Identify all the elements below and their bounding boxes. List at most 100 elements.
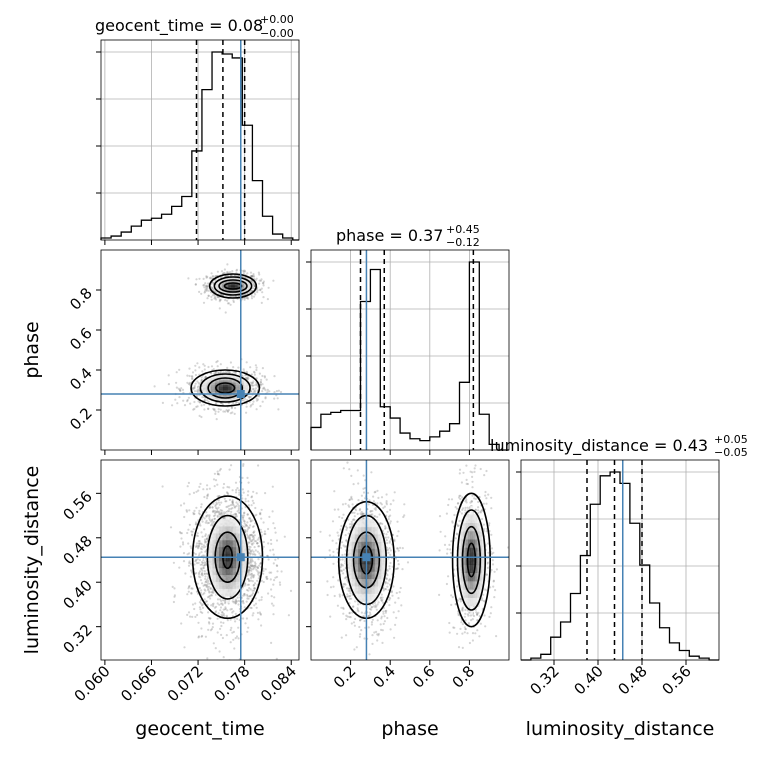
sample-point bbox=[223, 511, 226, 514]
sample-point bbox=[354, 617, 357, 621]
sample-point bbox=[374, 604, 377, 607]
sample-point bbox=[209, 597, 212, 600]
sample-point bbox=[387, 517, 390, 521]
sample-point bbox=[181, 388, 185, 391]
sample-point bbox=[353, 511, 356, 514]
sample-point bbox=[169, 526, 173, 529]
sample-point bbox=[226, 485, 229, 489]
sample-point bbox=[254, 389, 257, 392]
sample-point bbox=[216, 598, 220, 601]
sample-point bbox=[226, 491, 229, 495]
sample-point bbox=[194, 369, 197, 372]
sample-point bbox=[257, 558, 260, 561]
sample-point bbox=[196, 390, 199, 393]
sample-point bbox=[193, 390, 197, 393]
sample-point bbox=[207, 577, 210, 580]
sample-point bbox=[360, 494, 363, 497]
sample-point bbox=[198, 485, 201, 488]
sample-point bbox=[446, 548, 449, 551]
sample-point bbox=[203, 561, 206, 564]
sample-point bbox=[238, 491, 241, 494]
sample-point bbox=[201, 572, 204, 575]
sample-point bbox=[257, 618, 260, 621]
sample-point bbox=[196, 405, 199, 408]
sample-point bbox=[232, 366, 235, 369]
sample-point bbox=[387, 515, 391, 518]
sample-point bbox=[237, 507, 240, 510]
sample-point bbox=[177, 387, 180, 390]
sample-point bbox=[201, 574, 204, 577]
sample-point bbox=[212, 502, 215, 505]
sample-point bbox=[356, 469, 359, 472]
sample-point bbox=[384, 525, 387, 528]
sample-point bbox=[257, 545, 260, 548]
sample-point bbox=[183, 515, 186, 519]
sample-point bbox=[188, 509, 191, 512]
sample-point bbox=[193, 563, 196, 566]
sample-point bbox=[387, 536, 390, 539]
sample-point bbox=[333, 594, 336, 598]
sample-point bbox=[203, 399, 206, 402]
sample-point bbox=[206, 603, 209, 606]
sample-point bbox=[342, 612, 345, 615]
sample-point bbox=[375, 605, 378, 608]
sample-point bbox=[354, 509, 358, 512]
sample-point bbox=[199, 542, 202, 545]
sample-point bbox=[245, 617, 248, 620]
sample-point bbox=[246, 574, 249, 577]
sample-point bbox=[467, 456, 469, 458]
sample-point bbox=[371, 618, 374, 621]
sample-point bbox=[225, 500, 228, 503]
sample-point bbox=[377, 632, 380, 636]
sample-point bbox=[187, 528, 190, 531]
sample-point bbox=[259, 612, 262, 615]
sample-point bbox=[246, 595, 249, 598]
sample-point bbox=[389, 503, 392, 506]
sample-point bbox=[215, 501, 218, 504]
sample-point bbox=[388, 540, 391, 543]
sample-point bbox=[250, 533, 253, 537]
sample-point bbox=[212, 510, 215, 513]
sample-point bbox=[253, 540, 256, 543]
sample-point bbox=[257, 573, 260, 576]
sample-point bbox=[397, 530, 400, 533]
sample-point bbox=[386, 510, 389, 513]
sample-point bbox=[172, 561, 175, 564]
sample-point bbox=[352, 621, 356, 624]
sample-point bbox=[258, 512, 262, 515]
sample-point bbox=[208, 590, 211, 593]
sample-point bbox=[388, 565, 391, 568]
sample-point bbox=[235, 600, 239, 603]
sample-point bbox=[246, 521, 249, 524]
sample-point bbox=[373, 507, 376, 510]
sample-point bbox=[242, 594, 245, 597]
sample-point bbox=[358, 625, 361, 629]
sample-point bbox=[370, 621, 374, 624]
sample-point bbox=[225, 409, 228, 412]
sample-point bbox=[397, 597, 400, 600]
sample-point bbox=[173, 587, 176, 590]
sample-point bbox=[341, 564, 344, 567]
sample-point bbox=[251, 565, 254, 568]
sample-point bbox=[194, 560, 197, 563]
sample-point bbox=[386, 548, 390, 551]
sample-point bbox=[183, 404, 187, 407]
sample-point bbox=[386, 569, 389, 572]
sample-point bbox=[259, 383, 262, 386]
sample-point bbox=[220, 633, 223, 637]
sample-point bbox=[198, 523, 201, 526]
sample-point bbox=[250, 390, 253, 393]
sample-point bbox=[216, 270, 219, 273]
sample-point bbox=[266, 577, 269, 580]
sample-point bbox=[342, 585, 345, 588]
sample-point bbox=[268, 571, 271, 574]
sample-point bbox=[337, 579, 340, 582]
sample-point bbox=[249, 550, 252, 553]
sample-point bbox=[371, 513, 374, 516]
sample-point bbox=[201, 611, 204, 615]
sample-point bbox=[200, 568, 203, 571]
sample-point bbox=[472, 614, 476, 618]
sample-point bbox=[251, 553, 254, 556]
sample-point bbox=[370, 623, 373, 626]
sample-point bbox=[208, 515, 211, 518]
